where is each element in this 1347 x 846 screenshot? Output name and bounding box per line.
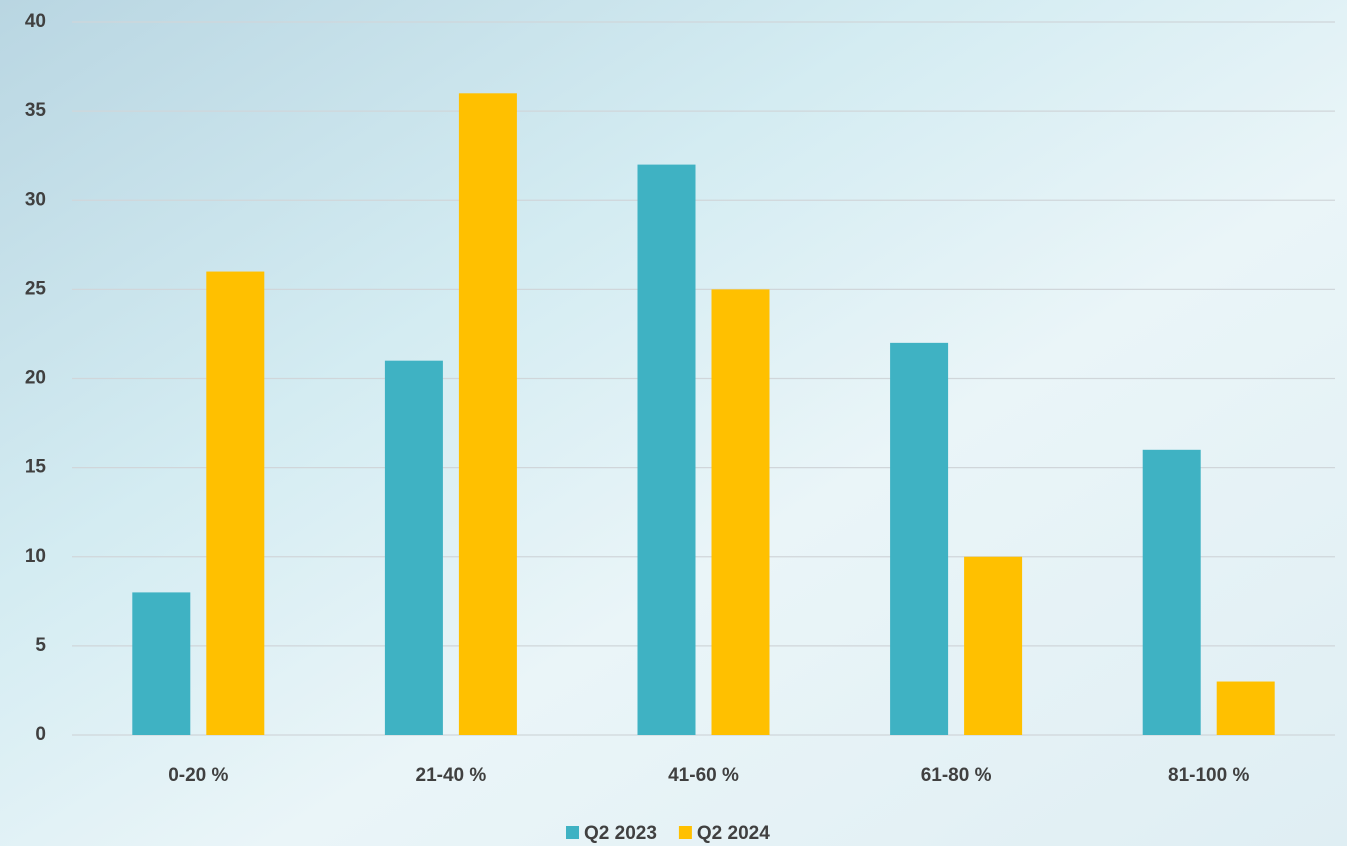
bar <box>206 271 265 735</box>
bar <box>964 556 1023 735</box>
y-tick-label: 5 <box>35 635 46 656</box>
y-tick-label: 0 <box>35 724 46 745</box>
y-tick-label: 10 <box>25 546 46 567</box>
bar <box>1216 681 1275 735</box>
y-tick-label: 40 <box>25 11 46 32</box>
bar <box>711 289 770 735</box>
x-tick-label: 41-60 % <box>668 765 739 786</box>
bar <box>637 164 696 736</box>
y-tick-label: 20 <box>25 368 46 389</box>
x-tick-label: 61-80 % <box>921 765 992 786</box>
legend-label: Q2 2023 <box>584 823 657 844</box>
bar <box>132 592 191 735</box>
bar <box>1142 449 1201 735</box>
bar <box>890 342 949 735</box>
y-tick-label: 30 <box>25 189 46 210</box>
y-tick-label: 25 <box>25 278 47 299</box>
y-tick-label: 35 <box>25 100 47 121</box>
y-tick-label: 15 <box>25 457 47 478</box>
x-tick-label: 81-100 % <box>1168 765 1249 786</box>
bar <box>458 93 517 736</box>
bar <box>384 360 443 735</box>
x-tick-label: 0-20 % <box>168 765 228 786</box>
legend-label: Q2 2024 <box>697 823 770 844</box>
x-tick-label: 21-40 % <box>416 765 487 786</box>
legend-swatch <box>678 826 692 839</box>
legend-swatch <box>566 826 579 839</box>
